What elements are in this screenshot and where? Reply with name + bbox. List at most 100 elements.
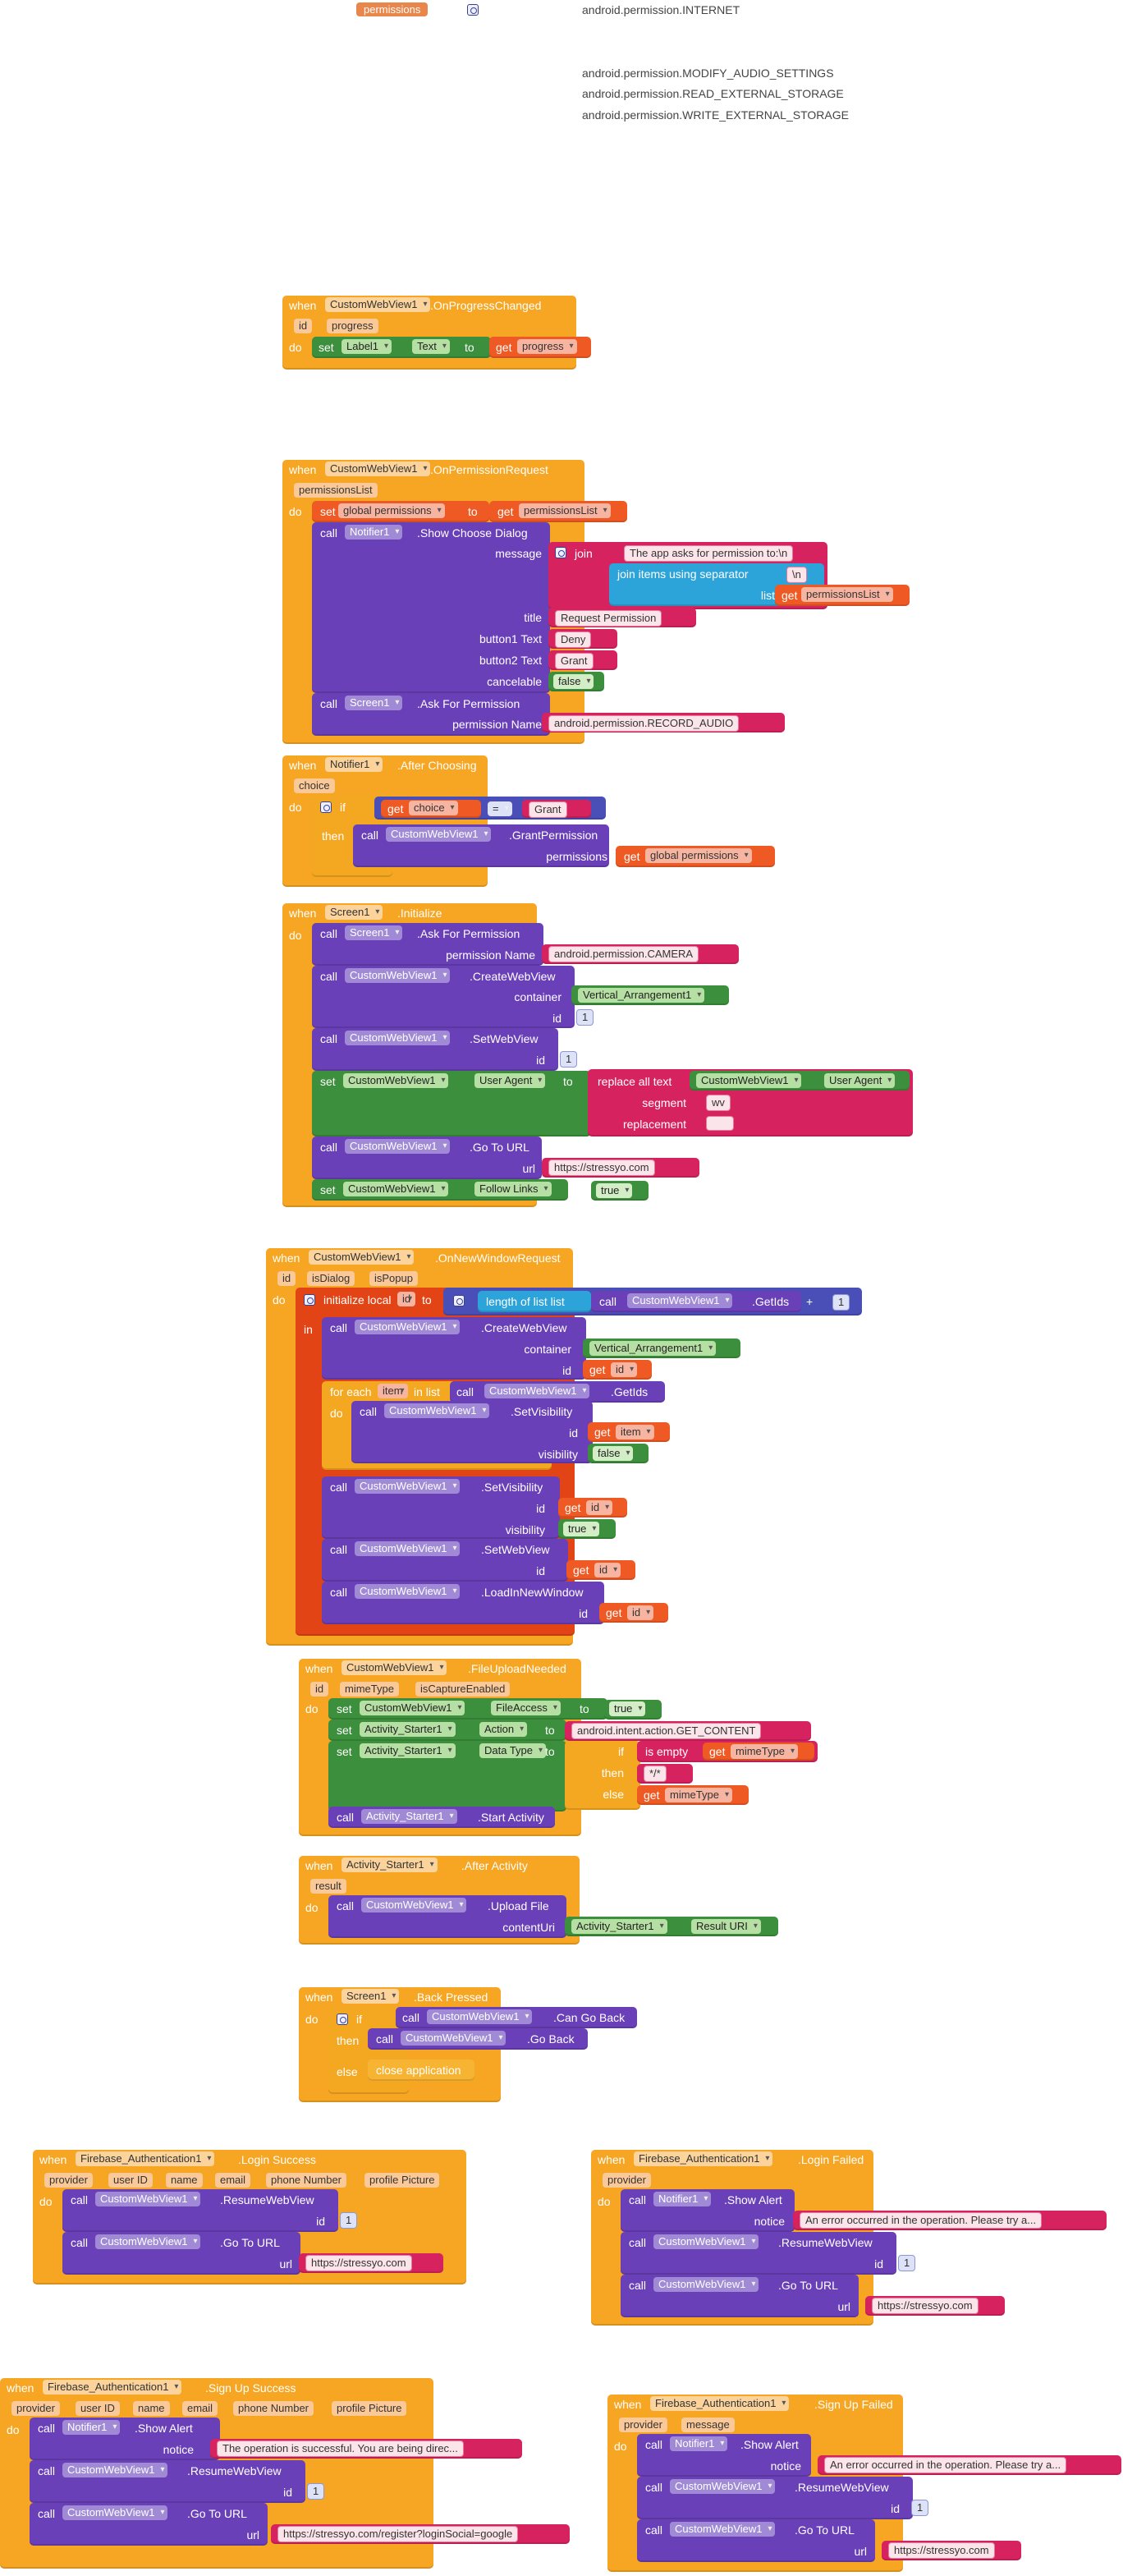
component-dropdown[interactable]: CustomWebView1 (355, 1541, 461, 1556)
component-dropdown[interactable]: Firebase_Authentication1 (76, 2151, 215, 2166)
param-chip[interactable]: phone Number (266, 2173, 346, 2188)
string-literal[interactable]: */* (644, 1766, 667, 1782)
string-literal[interactable]: https://stressyo.com (888, 2542, 995, 2559)
variable-dropdown[interactable]: permissionsList (801, 587, 893, 602)
component-dropdown[interactable]: Screen1 (345, 696, 403, 710)
component-dropdown[interactable]: Activity_Starter1 (360, 1743, 456, 1758)
string-literal[interactable]: android.intent.action.GET_CONTENT (571, 1723, 762, 1739)
number-literal[interactable]: 1 (898, 2255, 916, 2271)
number-literal[interactable]: 1 (911, 2500, 929, 2516)
component-dropdown[interactable]: Activity_Starter1 (361, 1809, 457, 1824)
gear-icon[interactable] (337, 2014, 348, 2025)
string-literal[interactable]: The app asks for permission to:\n (624, 545, 794, 562)
component-dropdown[interactable]: CustomWebView1 (95, 2192, 201, 2206)
component-dropdown[interactable]: CustomWebView1 (345, 1139, 451, 1154)
param-chip[interactable]: id (277, 1271, 296, 1286)
string-literal[interactable]: https://stressyo.com/register?loginSocia… (277, 2526, 519, 2542)
component-dropdown[interactable]: Screen1 (341, 1989, 400, 2004)
string-literal[interactable] (706, 1116, 734, 1131)
variable-dropdown[interactable]: id (594, 1563, 621, 1577)
param-chip[interactable]: isPopup (369, 1271, 418, 1286)
component-dropdown[interactable]: Firebase_Authentication1 (43, 2380, 182, 2395)
string-literal[interactable]: android.permission.RECORD_AUDIO (548, 715, 740, 732)
component-dropdown[interactable]: CustomWebView1 (386, 827, 492, 842)
boolean-dropdown[interactable]: true (609, 1701, 646, 1716)
variable-dropdown[interactable]: mimeType (665, 1788, 732, 1802)
property-dropdown[interactable]: Action (479, 1722, 528, 1737)
component-dropdown[interactable]: CustomWebView1 (653, 2277, 759, 2292)
param-chip[interactable]: phone Number (233, 2401, 314, 2416)
variable-dropdown[interactable]: global permissions (645, 848, 752, 863)
component-dropdown[interactable]: CustomWebView1 (627, 1293, 733, 1308)
gear-icon[interactable] (453, 1295, 465, 1306)
component-dropdown[interactable]: Activity_Starter1 (341, 1857, 438, 1872)
param-chip[interactable]: permissionsList (294, 483, 378, 498)
component-dropdown[interactable]: CustomWebView1 (62, 2505, 168, 2520)
component-dropdown[interactable]: Label1 (341, 339, 392, 354)
string-literal[interactable]: An error occurred in the operation. Plea… (824, 2457, 1067, 2473)
component-dropdown[interactable]: CustomWebView1 (62, 2463, 168, 2477)
component-dropdown[interactable]: CustomWebView1 (355, 1320, 461, 1334)
component-dropdown[interactable]: Firebase_Authentication1 (650, 2396, 790, 2411)
property-dropdown[interactable]: Data Type (479, 1743, 547, 1758)
property-dropdown[interactable]: Follow Links (474, 1182, 552, 1196)
component-dropdown[interactable]: CustomWebView1 (325, 461, 431, 476)
operator-dropdown[interactable]: = (488, 801, 512, 816)
string-literal[interactable]: Grant (529, 801, 567, 818)
component-dropdown[interactable]: CustomWebView1 (325, 297, 431, 312)
component-dropdown[interactable]: Notifier1 (325, 757, 383, 772)
component-dropdown[interactable]: Notifier1 (345, 525, 403, 540)
component-dropdown[interactable]: CustomWebView1 (309, 1250, 415, 1265)
param-chip[interactable]: isDialog (307, 1271, 355, 1286)
string-literal[interactable]: Deny (555, 631, 592, 648)
component-dropdown[interactable]: CustomWebView1 (360, 1701, 465, 1715)
string-literal[interactable]: Grant (555, 653, 594, 669)
component-dropdown[interactable]: Activity_Starter1 (360, 1722, 456, 1737)
param-chip[interactable]: profile Picture (364, 2173, 440, 2188)
component-dropdown[interactable]: Firebase_Authentication1 (634, 2151, 773, 2166)
component-dropdown[interactable]: CustomWebView1 (341, 1660, 447, 1675)
boolean-dropdown[interactable]: true (563, 1522, 600, 1536)
component-dropdown[interactable]: CustomWebView1 (427, 2009, 533, 2024)
string-literal[interactable]: https://stressyo.com (548, 1159, 655, 1176)
component-dropdown[interactable]: CustomWebView1 (345, 1031, 451, 1045)
property-dropdown[interactable]: Text (412, 339, 450, 354)
component-dropdown[interactable]: Screen1 (345, 925, 403, 940)
component-dropdown[interactable]: Notifier1 (653, 2192, 712, 2206)
param-chip[interactable]: user ID (108, 2173, 153, 2188)
loop-variable-name[interactable]: item (378, 1384, 408, 1398)
number-literal[interactable]: 1 (307, 2483, 325, 2500)
string-literal[interactable]: The operation is successful. You are bei… (217, 2441, 464, 2457)
gear-icon[interactable] (467, 4, 479, 16)
param-chip[interactable]: email (215, 2173, 251, 2188)
param-chip[interactable]: message (681, 2418, 735, 2432)
property-dropdown[interactable]: User Agent (474, 1073, 546, 1088)
param-chip[interactable]: mimeType (340, 1682, 399, 1697)
param-chip[interactable]: provider (619, 2418, 667, 2432)
gear-icon[interactable] (320, 801, 332, 813)
param-chip[interactable]: profile Picture (332, 2401, 407, 2416)
gear-icon[interactable] (304, 1294, 315, 1306)
variable-dropdown[interactable]: mimeType (731, 1744, 798, 1759)
component-dropdown[interactable]: CustomWebView1 (355, 1479, 461, 1494)
string-literal[interactable]: https://stressyo.com (872, 2298, 979, 2314)
component-dropdown[interactable]: Notifier1 (62, 2420, 121, 2435)
boolean-dropdown[interactable]: false (553, 674, 594, 689)
number-literal[interactable]: 1 (560, 1051, 578, 1068)
component-dropdown[interactable]: CustomWebView1 (95, 2234, 201, 2249)
boolean-dropdown[interactable]: true (596, 1183, 633, 1198)
string-literal[interactable]: https://stressyo.com (305, 2255, 412, 2271)
variable-dropdown[interactable]: id (586, 1500, 613, 1515)
variable-dropdown[interactable]: id (611, 1362, 638, 1377)
param-chip[interactable]: progress (327, 319, 378, 333)
number-literal[interactable]: 1 (340, 2212, 358, 2229)
param-chip[interactable]: name (133, 2401, 170, 2416)
variable-dropdown[interactable]: choice (409, 801, 458, 815)
string-literal[interactable]: wv (706, 1095, 731, 1111)
variable-dropdown[interactable]: permissionsList (519, 503, 611, 518)
param-chip[interactable]: choice (294, 778, 335, 793)
plus-operator[interactable]: + (806, 1295, 814, 1308)
component-dropdown[interactable]: CustomWebView1 (401, 2031, 506, 2046)
param-chip[interactable]: user ID (76, 2401, 120, 2416)
